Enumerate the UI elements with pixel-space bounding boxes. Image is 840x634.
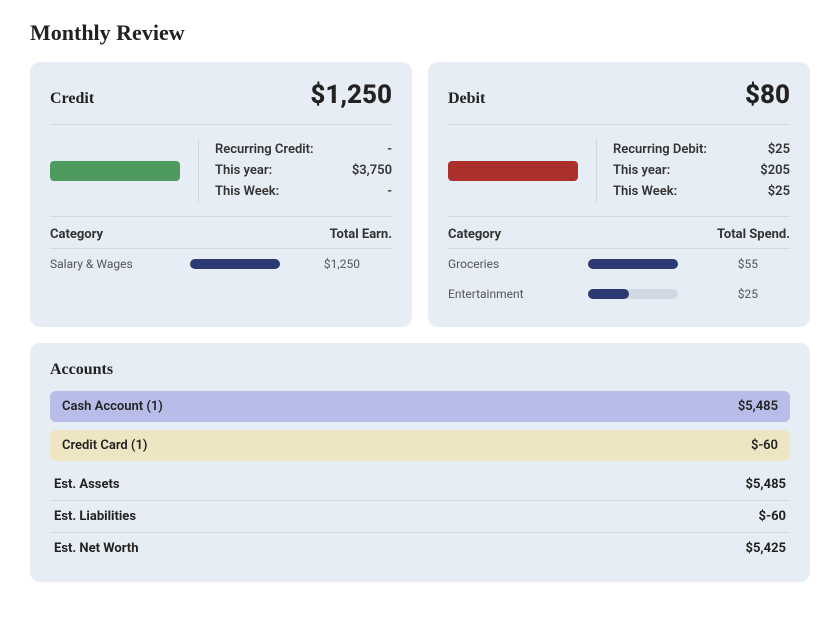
credit-week-label: This Week: [215, 184, 279, 199]
category-bar-fill [190, 259, 280, 269]
debit-stats: Recurring Debit: $25 This year: $205 Thi… [596, 139, 790, 202]
debit-panel: Debit $80 Recurring Debit: $25 This year… [428, 62, 810, 327]
debit-cat-header-right: Total Spend. [717, 227, 790, 242]
category-value: $1,250 [300, 257, 360, 271]
account-label: Credit Card (1) [62, 438, 147, 453]
credit-bar [50, 161, 180, 181]
debit-category-list: Groceries $55 Entertainment $25 [448, 249, 790, 309]
debit-cat-header-left: Category [448, 227, 501, 242]
estimate-value: $5,425 [746, 541, 787, 556]
category-bar-fill [588, 289, 629, 299]
accounts-panel: Accounts Cash Account (1) $5,485 Credit Ca… [30, 343, 810, 582]
debit-year-value: $205 [760, 163, 790, 178]
credit-week-value: - [387, 184, 392, 199]
debit-amount: $80 [745, 80, 790, 110]
credit-panel: Credit $1,250 Recurring Credit: - This y… [30, 62, 412, 327]
category-row: Groceries $55 [448, 249, 790, 279]
debit-week-label: This Week: [613, 184, 677, 199]
debit-header: Debit $80 [448, 80, 790, 125]
credit-mid: Recurring Credit: - This year: $3,750 Th… [50, 125, 392, 217]
credit-header: Credit $1,250 [50, 80, 392, 125]
credit-year-label: This year: [215, 163, 272, 178]
debit-week-value: $25 [768, 184, 790, 199]
credit-year-value: $3,750 [352, 163, 392, 178]
debit-bar [448, 161, 578, 181]
accounts-title: Accounts [50, 361, 790, 379]
credit-week-row: This Week: - [215, 181, 392, 202]
credit-recurring-label: Recurring Credit: [215, 142, 314, 157]
credit-bar-wrap [50, 161, 180, 181]
debit-title: Debit [448, 90, 485, 108]
credit-category-header: Category Total Earn. [50, 217, 392, 249]
debit-mid: Recurring Debit: $25 This year: $205 Thi… [448, 125, 790, 217]
debit-year-row: This year: $205 [613, 160, 790, 181]
estimate-label: Est. Liabilities [54, 509, 136, 524]
credit-stats: Recurring Credit: - This year: $3,750 Th… [198, 139, 392, 202]
account-label: Cash Account (1) [62, 399, 163, 414]
debit-recurring-label: Recurring Debit: [613, 142, 707, 157]
category-bar [190, 259, 280, 269]
estimate-label: Est. Assets [54, 477, 120, 492]
category-name: Entertainment [448, 287, 568, 301]
page-title: Monthly Review [30, 20, 810, 46]
credit-cat-header-left: Category [50, 227, 103, 242]
credit-cat-header-right: Total Earn. [330, 227, 392, 242]
debit-week-row: This Week: $25 [613, 181, 790, 202]
estimate-label: Est. Net Worth [54, 541, 139, 556]
summary-row: Credit $1,250 Recurring Credit: - This y… [30, 62, 810, 327]
category-row: Entertainment $25 [448, 279, 790, 309]
estimate-row: Est. Liabilities $-60 [50, 501, 790, 533]
account-value: $5,485 [738, 399, 778, 414]
debit-recurring-row: Recurring Debit: $25 [613, 139, 790, 160]
category-bar [588, 289, 678, 299]
account-rows: Cash Account (1) $5,485 Credit Card (1) $-6… [50, 391, 790, 461]
estimate-value: $5,485 [746, 477, 787, 492]
credit-recurring-value: - [387, 142, 392, 157]
debit-bar-wrap [448, 161, 578, 181]
category-value: $25 [698, 287, 758, 301]
credit-title: Credit [50, 90, 94, 108]
account-value: $-60 [751, 438, 778, 453]
estimate-row: Est. Assets $5,485 [50, 469, 790, 501]
debit-recurring-value: $25 [768, 142, 790, 157]
category-name: Groceries [448, 257, 568, 271]
account-row-creditcard[interactable]: Credit Card (1) $-60 [50, 430, 790, 461]
category-bar [588, 259, 678, 269]
category-value: $55 [698, 257, 758, 271]
credit-recurring-row: Recurring Credit: - [215, 139, 392, 160]
account-row-cash[interactable]: Cash Account (1) $5,485 [50, 391, 790, 422]
category-row: Salary & Wages $1,250 [50, 249, 392, 279]
debit-category-header: Category Total Spend. [448, 217, 790, 249]
estimate-value: $-60 [759, 509, 787, 524]
estimates-list: Est. Assets$5,485Est. Liabilities$-60Est… [50, 469, 790, 564]
category-bar-fill [588, 259, 678, 269]
estimate-row: Est. Net Worth $5,425 [50, 533, 790, 564]
credit-year-row: This year: $3,750 [215, 160, 392, 181]
credit-amount: $1,250 [310, 80, 392, 110]
credit-category-list: Salary & Wages $1,250 [50, 249, 392, 279]
category-name: Salary & Wages [50, 257, 170, 271]
debit-year-label: This year: [613, 163, 670, 178]
